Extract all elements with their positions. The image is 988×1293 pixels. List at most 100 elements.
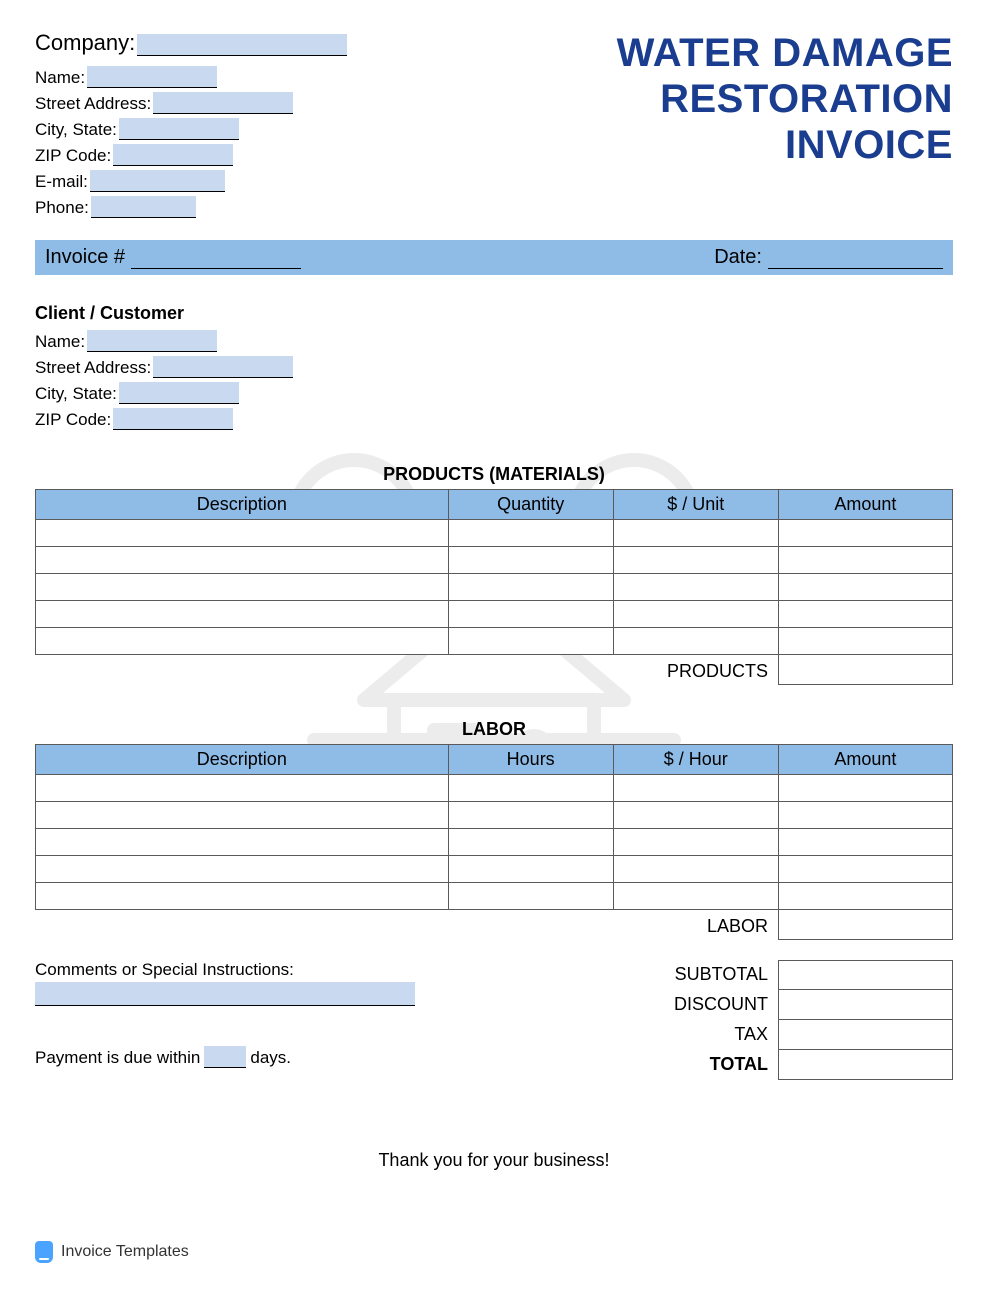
client-citystate-label: City, State:: [35, 384, 117, 404]
products-cell[interactable]: [778, 628, 952, 655]
labor-cell[interactable]: [778, 802, 952, 829]
totals-box-total[interactable]: [778, 1050, 953, 1080]
labor-cell[interactable]: [778, 829, 952, 856]
company-phone-input[interactable]: [91, 196, 196, 218]
company-email-input[interactable]: [90, 170, 225, 192]
client-heading: Client / Customer: [35, 303, 953, 324]
title-line3: INVOICE: [617, 122, 953, 168]
products-cell[interactable]: [36, 601, 449, 628]
labor-cell[interactable]: [613, 829, 778, 856]
invoice-date-label: Date:: [714, 246, 762, 269]
table-row: [36, 829, 953, 856]
company-zip-label: ZIP Code:: [35, 146, 111, 166]
payment-prefix: Payment is due within: [35, 1048, 200, 1068]
labor-cell[interactable]: [36, 856, 449, 883]
labor-col-amount: Amount: [778, 745, 952, 775]
client-citystate-input[interactable]: [119, 382, 239, 404]
labor-cell[interactable]: [448, 802, 613, 829]
table-row: [36, 520, 953, 547]
products-cell[interactable]: [778, 574, 952, 601]
labor-col-description: Description: [36, 745, 449, 775]
invoice-bar: Invoice # Date:: [35, 240, 953, 275]
products-cell[interactable]: [613, 520, 778, 547]
document-title: WATER DAMAGE RESTORATION INVOICE: [617, 30, 953, 168]
payment-days-input[interactable]: [204, 1046, 246, 1068]
labor-cell[interactable]: [448, 883, 613, 910]
labor-cell[interactable]: [36, 802, 449, 829]
products-cell[interactable]: [36, 574, 449, 601]
labor-cell[interactable]: [778, 856, 952, 883]
title-line2: RESTORATION: [617, 76, 953, 122]
labor-cell[interactable]: [778, 775, 952, 802]
products-heading: PRODUCTS (MATERIALS): [35, 464, 953, 485]
company-name-label: Name:: [35, 68, 85, 88]
client-name-input[interactable]: [87, 330, 217, 352]
company-phone-label: Phone:: [35, 198, 89, 218]
company-input[interactable]: [137, 34, 347, 56]
products-table: Description Quantity $ / Unit Amount: [35, 489, 953, 655]
products-subtotal-label: PRODUCTS: [638, 655, 778, 685]
company-email-label: E-mail:: [35, 172, 88, 192]
company-street-input[interactable]: [153, 92, 293, 114]
company-citystate-input[interactable]: [119, 118, 239, 140]
products-cell[interactable]: [448, 628, 613, 655]
labor-cell[interactable]: [36, 829, 449, 856]
products-cell[interactable]: [613, 628, 778, 655]
products-cell[interactable]: [613, 574, 778, 601]
totals-label-tax: TAX: [638, 1020, 778, 1050]
totals-table: SUBTOTALDISCOUNTTAXTOTAL: [638, 960, 953, 1080]
products-cell[interactable]: [778, 520, 952, 547]
products-cell[interactable]: [36, 628, 449, 655]
table-row: [36, 628, 953, 655]
title-line1: WATER DAMAGE: [617, 30, 953, 76]
totals-box-tax[interactable]: [778, 1020, 953, 1050]
products-subtotal-box[interactable]: [778, 655, 953, 685]
client-street-label: Street Address:: [35, 358, 151, 378]
company-block: Company: Name: Street Address: City, Sta…: [35, 30, 347, 222]
totals-label-total: TOTAL: [638, 1050, 778, 1080]
labor-col-hours: Hours: [448, 745, 613, 775]
table-row: [36, 856, 953, 883]
invoice-date-input[interactable]: [768, 247, 943, 269]
client-zip-input[interactable]: [113, 408, 233, 430]
invoice-number-input[interactable]: [131, 247, 301, 269]
labor-cell[interactable]: [36, 775, 449, 802]
products-cell[interactable]: [448, 574, 613, 601]
labor-cell[interactable]: [448, 775, 613, 802]
products-cell[interactable]: [448, 520, 613, 547]
labor-cell[interactable]: [613, 775, 778, 802]
client-street-input[interactable]: [153, 356, 293, 378]
products-col-description: Description: [36, 490, 449, 520]
totals-label-discount: DISCOUNT: [638, 990, 778, 1020]
products-cell[interactable]: [36, 547, 449, 574]
company-zip-input[interactable]: [113, 144, 233, 166]
products-cell[interactable]: [613, 547, 778, 574]
products-cell[interactable]: [448, 547, 613, 574]
company-name-input[interactable]: [87, 66, 217, 88]
totals-box-subtotal[interactable]: [778, 960, 953, 990]
payment-suffix: days.: [250, 1048, 291, 1068]
table-row: [36, 547, 953, 574]
products-cell[interactable]: [36, 520, 449, 547]
comments-input[interactable]: [35, 982, 415, 1006]
products-cell[interactable]: [448, 601, 613, 628]
labor-cell[interactable]: [613, 802, 778, 829]
labor-cell[interactable]: [448, 856, 613, 883]
invoice-number-label: Invoice #: [45, 246, 125, 269]
products-cell[interactable]: [778, 547, 952, 574]
labor-cell[interactable]: [613, 883, 778, 910]
footer: Invoice Templates: [35, 1241, 953, 1263]
labor-cell[interactable]: [778, 883, 952, 910]
labor-cell[interactable]: [36, 883, 449, 910]
labor-subtotal-box[interactable]: [778, 910, 953, 940]
comments-label: Comments or Special Instructions:: [35, 960, 598, 980]
labor-cell[interactable]: [613, 856, 778, 883]
totals-box-discount[interactable]: [778, 990, 953, 1020]
products-cell[interactable]: [613, 601, 778, 628]
labor-cell[interactable]: [448, 829, 613, 856]
labor-col-rate: $ / Hour: [613, 745, 778, 775]
products-cell[interactable]: [778, 601, 952, 628]
labor-heading: LABOR: [35, 719, 953, 740]
footer-text: Invoice Templates: [61, 1243, 189, 1261]
labor-table: Description Hours $ / Hour Amount: [35, 744, 953, 910]
